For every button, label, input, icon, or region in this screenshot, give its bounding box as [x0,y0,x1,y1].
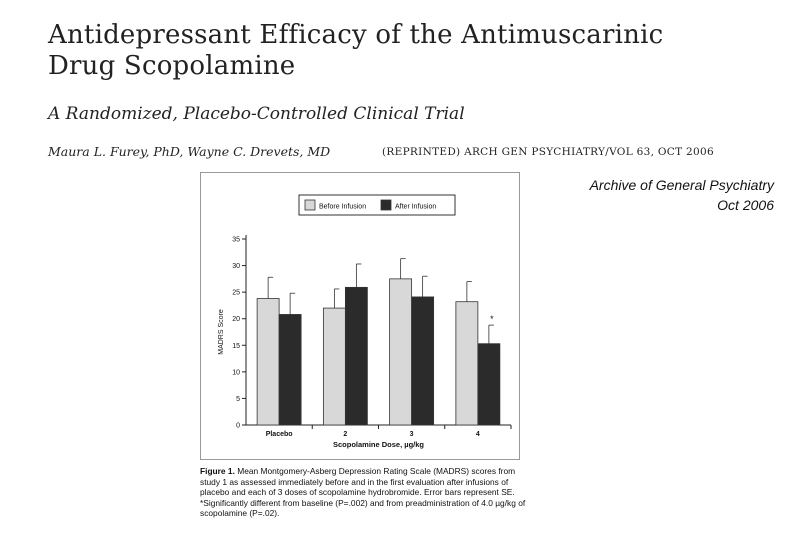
bar-after-4 [477,343,501,426]
y-tick-label: 25 [232,290,240,297]
figure-panel: Before Infusion After Infusion 0 5 10 15 20 25 3… [200,172,520,460]
y-tick-label: 5 [236,396,240,403]
y-tick-label: 30 [232,263,240,270]
x-tick-label: 4 [476,431,480,438]
paper-authors: Maura L. Furey, PhD, Wayne C. Drevets, M… [48,144,331,159]
y-tick-label: 20 [232,316,240,323]
y-tick-label: 0 [236,423,240,430]
title-line-2: Drug Scopolamine [48,51,296,81]
legend-box [298,194,456,216]
legend-swatch-before [304,199,316,211]
paper-citation: (REPRINTED) ARCH GEN PSYCHIATRY/VOL 63, … [382,146,714,158]
bar-after-2 [344,286,368,426]
title-line-1: Antidepressant Efficacy of the Antimusca… [48,20,664,50]
caption-text: Mean Montgomery-Asberg Depression Rating… [200,466,526,519]
paper-title: Antidepressant Efficacy of the Antimusca… [48,20,688,82]
x-tick-label: 3 [410,431,414,438]
bar-before-3 [389,278,413,426]
side-note-date: Oct 2006 [717,197,774,213]
bar-after-3 [411,296,435,426]
legend-label-before: Before Infusion [319,204,366,211]
bar-before-4 [455,301,479,426]
y-tick-label: 15 [232,343,240,350]
y-tick-label: 10 [232,369,240,376]
bar-after-placebo [278,314,302,426]
caption-label: Figure 1. [200,466,235,476]
significance-asterisk: * [490,314,494,324]
x-tick-label: Placebo [266,431,293,438]
figure-caption: Figure 1. Mean Montgomery-Asberg Depress… [200,466,530,519]
legend-swatch-after [380,199,392,211]
madrs-bar-chart: Before Infusion After Infusion 0 5 10 15 20 25 3… [218,194,512,449]
bar-before-2 [322,307,346,426]
x-tick-label: 2 [343,431,347,438]
y-axis-title: MADRS Score [218,309,225,355]
bar-before-placebo [256,298,280,426]
side-note: Archive of General Psychiatry Oct 2006 [520,175,774,215]
side-note-journal: Archive of General Psychiatry [589,177,774,193]
legend-label-after: After Infusion [395,204,436,211]
y-tick-label: 35 [232,237,240,244]
paper-subtitle: A Randomized, Placebo-Controlled Clinica… [48,104,465,124]
x-axis-title: Scopolamine Dose, µg/kg [333,440,424,449]
